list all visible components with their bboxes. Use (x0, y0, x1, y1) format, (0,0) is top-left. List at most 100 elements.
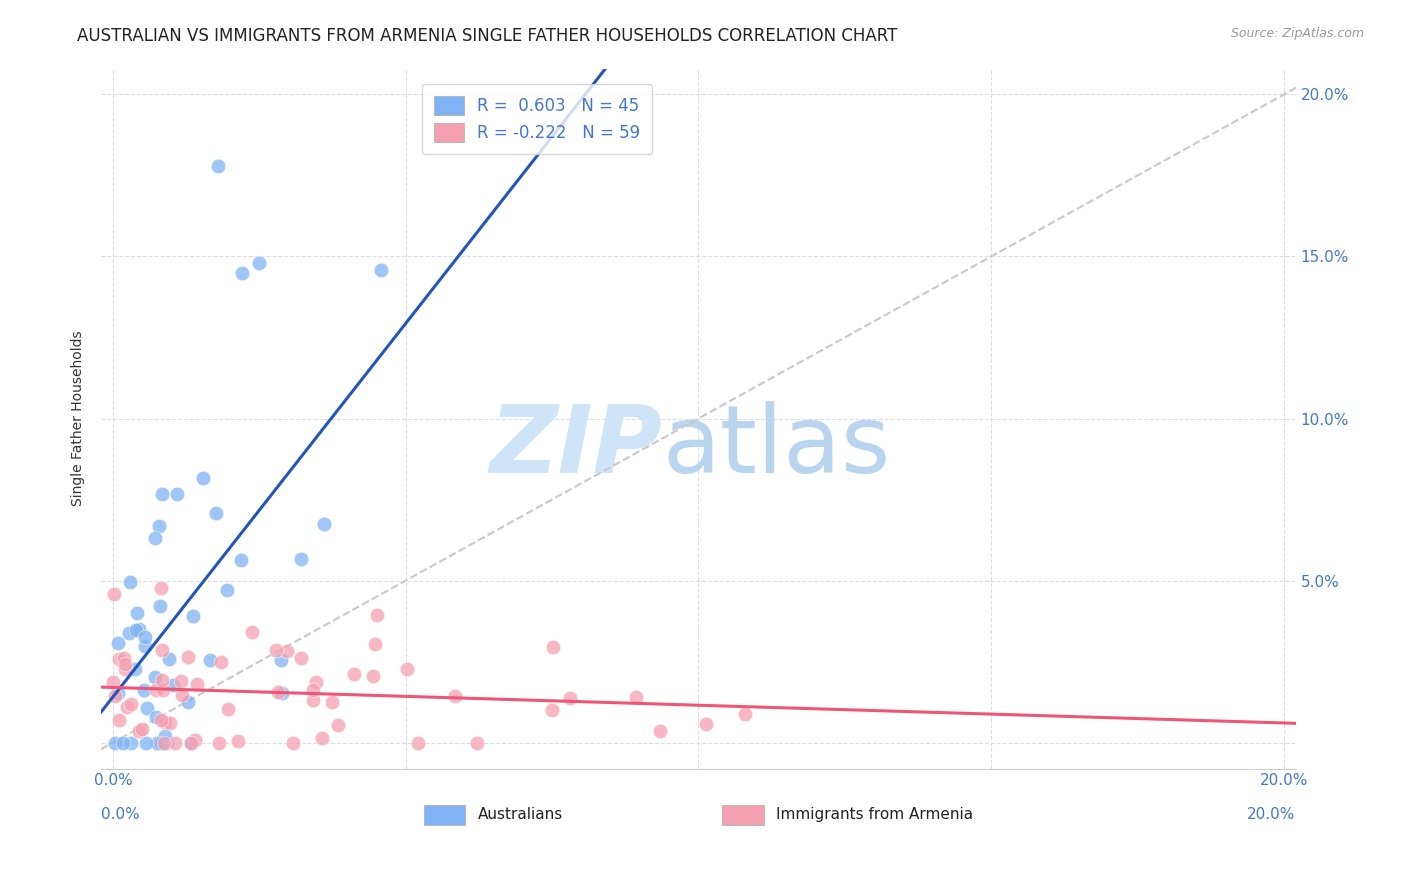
Point (361, 668, 384, 682)
Point (125, 606, 148, 620)
Text: Source: ZipAtlas.com: Source: ZipAtlas.com (1230, 27, 1364, 40)
Point (101, 675, 124, 690)
Point (146, 736, 169, 750)
Text: AUSTRALIAN VS IMMIGRANTS FROM ARMENIA SINGLE FATHER HOUSEHOLDS CORRELATION CHART: AUSTRALIAN VS IMMIGRANTS FROM ARMENIA SI… (77, 27, 897, 45)
Point (321, 695, 343, 709)
Text: atlas: atlas (662, 401, 891, 492)
Point (312, 516, 335, 531)
Point (157, 651, 180, 665)
FancyBboxPatch shape (723, 805, 763, 824)
Point (118, 625, 141, 640)
Point (624, 690, 647, 705)
Point (124, 662, 146, 676)
Point (153, 714, 176, 729)
Point (208, 736, 231, 750)
Point (120, 698, 142, 712)
Point (226, 733, 249, 747)
Point (186, 677, 208, 691)
Point (134, 639, 156, 653)
Point (152, 673, 174, 687)
Point (166, 487, 188, 501)
Point (229, 553, 252, 567)
Point (302, 692, 325, 706)
Point (156, 736, 179, 750)
Text: Australians: Australians (478, 806, 562, 822)
Text: 0.0%: 0.0% (101, 807, 141, 822)
Point (115, 699, 138, 714)
Text: 20.0%: 20.0% (1247, 807, 1295, 822)
Point (128, 622, 150, 636)
Point (104, 736, 127, 750)
Point (152, 682, 174, 697)
Point (209, 656, 232, 670)
Point (153, 736, 176, 750)
Point (107, 713, 129, 727)
Point (543, 640, 565, 655)
Point (540, 703, 562, 717)
Point (131, 723, 153, 737)
Point (165, 736, 187, 750)
Point (128, 724, 150, 739)
Point (181, 608, 204, 623)
Point (143, 531, 166, 545)
Point (143, 670, 166, 684)
Point (103, 587, 125, 601)
Point (276, 644, 298, 658)
Point (311, 731, 333, 746)
Point (217, 582, 239, 597)
Point (148, 518, 170, 533)
Point (302, 683, 325, 698)
Point (107, 636, 129, 650)
Point (264, 642, 287, 657)
Point (135, 736, 157, 750)
Point (159, 715, 181, 730)
Point (132, 683, 155, 698)
Point (408, 736, 430, 750)
Text: ZIP: ZIP (489, 401, 662, 492)
Point (103, 690, 125, 704)
Point (242, 625, 264, 640)
Point (111, 736, 134, 750)
Point (145, 682, 167, 697)
Point (270, 653, 292, 667)
Point (648, 723, 671, 738)
Point (114, 657, 136, 671)
Point (118, 575, 141, 590)
Point (247, 256, 270, 270)
Point (364, 637, 387, 651)
Point (120, 736, 142, 750)
Point (326, 717, 349, 731)
Point (204, 506, 226, 520)
Point (734, 707, 756, 722)
Point (290, 650, 312, 665)
Point (149, 581, 172, 595)
Legend: R =  0.603   N = 45, R = -0.222   N = 59: R = 0.603 N = 45, R = -0.222 N = 59 (422, 84, 652, 154)
Point (193, 471, 215, 485)
Point (290, 551, 312, 566)
Point (366, 607, 388, 622)
Point (150, 643, 173, 657)
Point (184, 732, 207, 747)
Point (162, 678, 184, 692)
Point (343, 666, 366, 681)
Point (177, 649, 200, 664)
Y-axis label: Single Father Households: Single Father Households (72, 331, 86, 507)
Text: Immigrants from Armenia: Immigrants from Armenia (776, 806, 973, 822)
Point (270, 686, 292, 700)
Point (465, 736, 488, 750)
Point (267, 684, 290, 698)
Point (150, 736, 173, 750)
Point (396, 662, 419, 676)
Point (107, 685, 129, 699)
Point (180, 736, 202, 750)
Point (200, 652, 222, 666)
Point (150, 487, 173, 501)
Point (560, 691, 582, 706)
Point (149, 714, 172, 728)
Point (305, 675, 328, 690)
Point (149, 599, 172, 613)
Point (695, 717, 717, 731)
Point (443, 689, 465, 703)
Point (114, 662, 136, 676)
Point (135, 701, 157, 715)
